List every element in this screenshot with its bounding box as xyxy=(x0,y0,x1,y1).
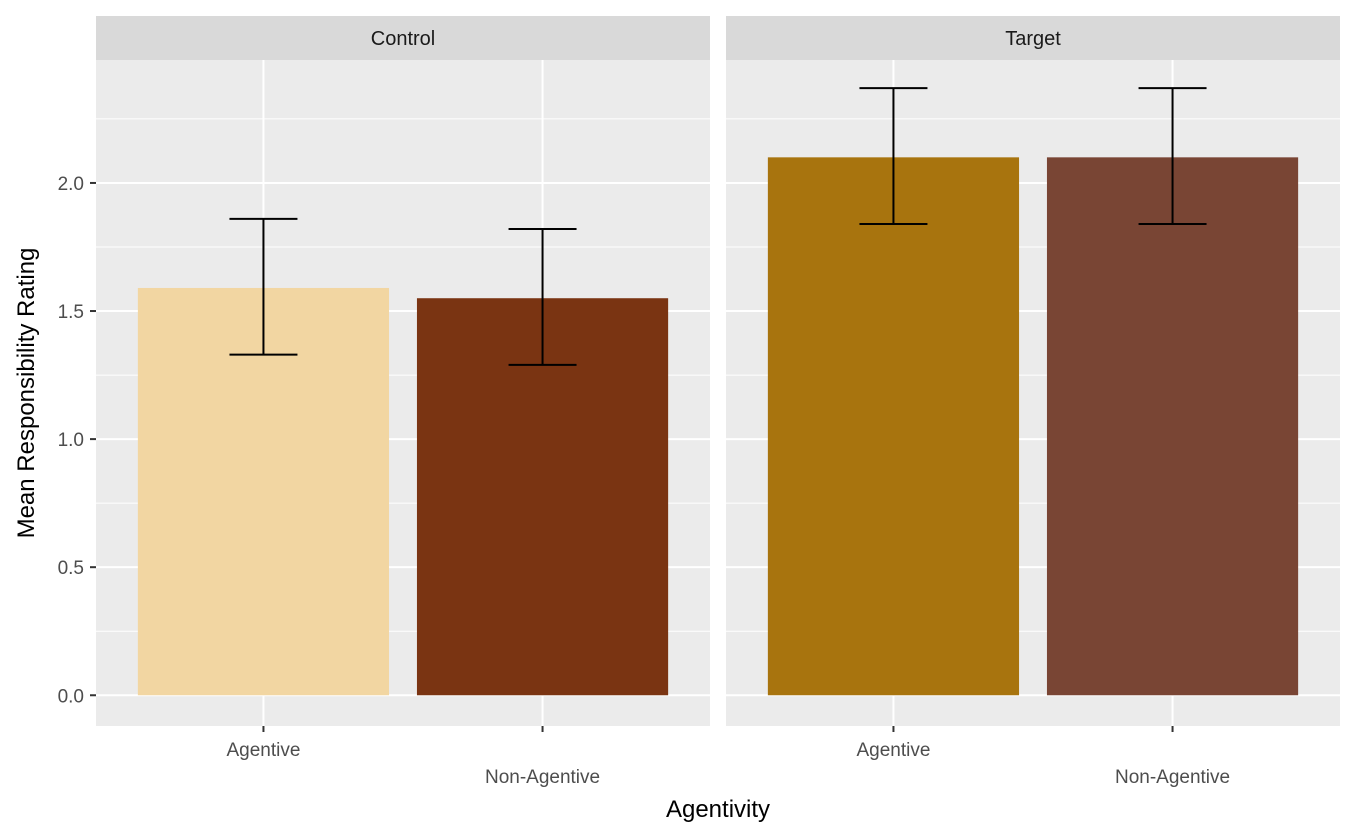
facet-label: Target xyxy=(1005,28,1061,50)
facet-label: Control xyxy=(371,28,435,50)
bar-agentive xyxy=(137,287,390,696)
bar-non-agentive xyxy=(1046,157,1299,696)
x-tick-label: Agentive xyxy=(226,740,300,761)
x-axis-title: Agentivity xyxy=(666,796,770,823)
facet-strip xyxy=(96,16,710,60)
error-bar xyxy=(859,87,928,225)
y-tick-label: 1.0 xyxy=(58,430,84,451)
x-tick-label: Agentive xyxy=(856,740,930,761)
y-axis: 0.0 0.5 1.0 1.5 2.0 xyxy=(58,174,96,707)
y-axis-title: Mean Responsibility Rating xyxy=(13,248,40,539)
y-tick-label: 2.0 xyxy=(58,174,84,195)
panels-layer: Control Agentive Non-Agentive Target Agentiv… xyxy=(96,16,1340,788)
error-bar xyxy=(1138,87,1207,225)
y-tick-label: 0.0 xyxy=(58,686,84,707)
error-bar xyxy=(508,228,577,366)
panel-target: Target Agentive Non-Agentive xyxy=(726,16,1340,788)
y-tick-label: 0.5 xyxy=(58,558,84,579)
panel-control: Control Agentive Non-Agentive xyxy=(96,16,710,788)
error-bar xyxy=(229,217,298,356)
facet-strip xyxy=(726,16,1340,60)
y-tick-label: 1.5 xyxy=(58,302,84,323)
bar-agentive xyxy=(767,157,1020,696)
x-tick-label: Non-Agentive xyxy=(1115,767,1230,788)
x-tick-label: Non-Agentive xyxy=(485,767,600,788)
